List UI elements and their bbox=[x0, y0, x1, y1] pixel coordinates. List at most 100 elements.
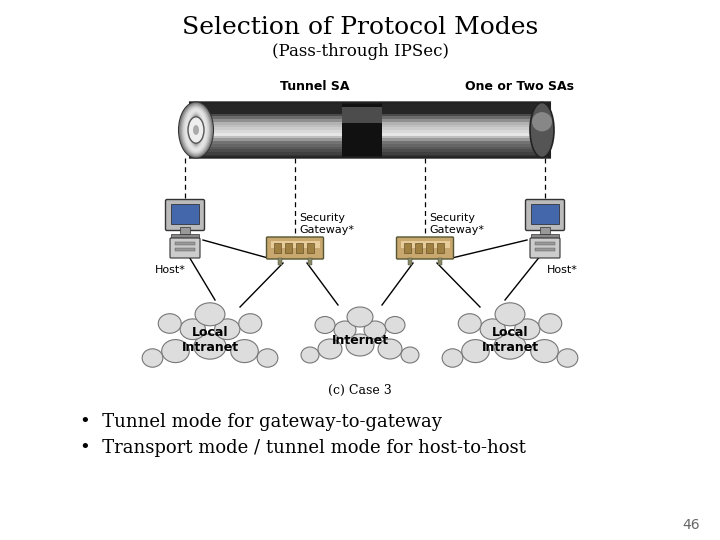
FancyBboxPatch shape bbox=[190, 103, 550, 158]
Bar bbox=[403, 243, 410, 253]
Bar bbox=[531, 204, 559, 224]
Bar bbox=[408, 258, 412, 265]
Ellipse shape bbox=[181, 105, 210, 155]
Ellipse shape bbox=[385, 316, 405, 334]
Bar bbox=[200, 155, 540, 158]
Ellipse shape bbox=[180, 319, 205, 340]
Ellipse shape bbox=[189, 112, 204, 148]
Bar bbox=[426, 243, 433, 253]
Bar bbox=[200, 130, 540, 133]
Text: (c) Case 3: (c) Case 3 bbox=[328, 383, 392, 396]
Ellipse shape bbox=[162, 340, 189, 362]
Ellipse shape bbox=[401, 347, 419, 363]
Ellipse shape bbox=[346, 334, 374, 356]
Bar bbox=[200, 108, 540, 111]
Bar bbox=[200, 103, 540, 106]
Text: •  Tunnel mode for gateway-to-gateway: • Tunnel mode for gateway-to-gateway bbox=[80, 413, 442, 431]
Ellipse shape bbox=[181, 104, 212, 156]
Ellipse shape bbox=[495, 303, 525, 326]
FancyBboxPatch shape bbox=[266, 237, 323, 259]
Bar bbox=[200, 113, 540, 117]
Bar bbox=[200, 125, 540, 128]
Bar bbox=[308, 258, 312, 265]
Bar bbox=[436, 243, 444, 253]
Text: Internet: Internet bbox=[331, 334, 389, 347]
Text: Security
Gateway*: Security Gateway* bbox=[429, 213, 484, 235]
Ellipse shape bbox=[215, 319, 240, 340]
Ellipse shape bbox=[334, 321, 356, 339]
Bar bbox=[271, 241, 320, 248]
Ellipse shape bbox=[318, 339, 342, 359]
Ellipse shape bbox=[532, 112, 552, 131]
Text: Security
Gateway*: Security Gateway* bbox=[299, 213, 354, 235]
Bar bbox=[535, 248, 555, 251]
Ellipse shape bbox=[179, 103, 213, 158]
Ellipse shape bbox=[530, 103, 554, 158]
Text: Local
Intranet: Local Intranet bbox=[482, 326, 539, 354]
Ellipse shape bbox=[142, 349, 163, 367]
Bar bbox=[535, 242, 555, 245]
Ellipse shape bbox=[194, 334, 226, 359]
Text: Local
Intranet: Local Intranet bbox=[181, 326, 238, 354]
Bar bbox=[200, 152, 540, 156]
Bar bbox=[438, 258, 442, 265]
Bar bbox=[200, 138, 540, 141]
Bar bbox=[200, 141, 540, 144]
Text: Tunnel SA: Tunnel SA bbox=[280, 79, 350, 92]
Bar bbox=[342, 106, 382, 123]
FancyBboxPatch shape bbox=[166, 199, 204, 231]
Ellipse shape bbox=[347, 307, 373, 327]
Ellipse shape bbox=[184, 108, 207, 152]
Bar bbox=[180, 227, 190, 234]
Ellipse shape bbox=[315, 316, 335, 334]
Ellipse shape bbox=[462, 340, 490, 362]
Text: Host*: Host* bbox=[155, 265, 186, 275]
Ellipse shape bbox=[494, 334, 526, 359]
Bar bbox=[200, 127, 540, 131]
FancyBboxPatch shape bbox=[397, 237, 454, 259]
Ellipse shape bbox=[193, 125, 199, 135]
Bar bbox=[531, 234, 559, 239]
Text: •  Transport mode / tunnel mode for host-to-host: • Transport mode / tunnel mode for host-… bbox=[80, 439, 526, 457]
Text: (Pass-through IPSec): (Pass-through IPSec) bbox=[271, 44, 449, 60]
FancyBboxPatch shape bbox=[170, 238, 200, 258]
Ellipse shape bbox=[188, 117, 204, 143]
Ellipse shape bbox=[179, 103, 213, 158]
Bar bbox=[284, 243, 292, 253]
Bar bbox=[200, 146, 540, 150]
Ellipse shape bbox=[301, 347, 319, 363]
Bar bbox=[278, 258, 282, 265]
Ellipse shape bbox=[364, 321, 386, 339]
Bar bbox=[200, 144, 540, 147]
Ellipse shape bbox=[458, 314, 481, 333]
Ellipse shape bbox=[183, 106, 209, 153]
Bar bbox=[540, 227, 550, 234]
FancyBboxPatch shape bbox=[530, 238, 560, 258]
Bar bbox=[200, 119, 540, 122]
Text: One or Two SAs: One or Two SAs bbox=[465, 79, 574, 92]
Ellipse shape bbox=[190, 113, 202, 146]
Bar bbox=[200, 122, 540, 125]
Bar bbox=[175, 248, 195, 251]
Ellipse shape bbox=[557, 349, 578, 367]
Bar bbox=[200, 111, 540, 114]
FancyBboxPatch shape bbox=[526, 199, 564, 231]
Bar bbox=[400, 241, 449, 248]
Text: Selection of Protocol Modes: Selection of Protocol Modes bbox=[182, 17, 538, 39]
Ellipse shape bbox=[515, 319, 540, 340]
Ellipse shape bbox=[195, 303, 225, 326]
Bar bbox=[274, 243, 281, 253]
Bar bbox=[295, 243, 302, 253]
Bar bbox=[171, 234, 199, 239]
Bar bbox=[415, 243, 421, 253]
Text: 46: 46 bbox=[683, 518, 700, 532]
Bar bbox=[342, 103, 382, 158]
Ellipse shape bbox=[531, 340, 558, 362]
Text: Host*: Host* bbox=[547, 265, 578, 275]
Bar bbox=[200, 149, 540, 152]
Bar bbox=[175, 242, 195, 245]
Bar bbox=[171, 204, 199, 224]
Ellipse shape bbox=[158, 314, 181, 333]
Bar bbox=[200, 133, 540, 136]
Bar bbox=[307, 243, 313, 253]
